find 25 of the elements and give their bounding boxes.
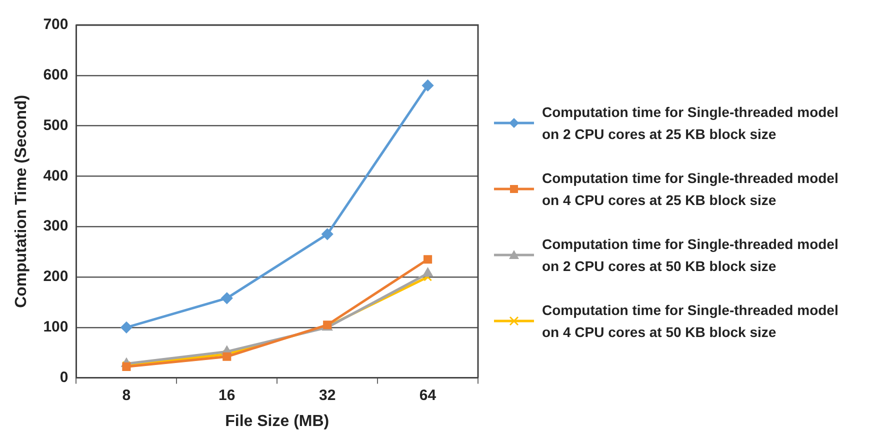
x-tick-label: 8: [122, 386, 131, 404]
y-tick-label: 300: [43, 218, 68, 235]
legend-label: Computation time for Single-threaded model on 2 CPU cores at 25 KB block size: [542, 102, 840, 144]
y-tick-label: 100: [43, 318, 68, 336]
point: [221, 292, 233, 304]
y-tick-label: 600: [43, 66, 68, 84]
x-axis-title: File Size (MB): [225, 412, 330, 430]
point: [422, 80, 434, 92]
point: [322, 228, 334, 240]
y-tick-label: 700: [43, 16, 68, 34]
y-tick-label: 400: [43, 167, 68, 184]
x-tick-label: 32: [318, 386, 336, 404]
y-tick-label: 200: [43, 268, 68, 286]
x-tick-label: 64: [419, 386, 437, 404]
y-axis-title: Computation Time (Second): [13, 94, 30, 308]
legend-label: Computation time for Single-threaded model on 4 CPU cores at 25 KB block size: [542, 168, 840, 210]
point: [120, 322, 132, 334]
legend-label: Computation time for Single-threaded model on 2 CPU cores at 50 KB block size: [542, 234, 840, 276]
point: [222, 352, 232, 361]
y-tick-label: 0: [60, 368, 68, 386]
point: [423, 255, 432, 264]
point: [422, 268, 433, 277]
x-tick-label: 16: [218, 386, 236, 404]
legend-label: Computation time for Single-threaded model on 4 CPU cores at 50 KB block size: [542, 300, 840, 342]
y-tick-label: 500: [43, 116, 68, 134]
